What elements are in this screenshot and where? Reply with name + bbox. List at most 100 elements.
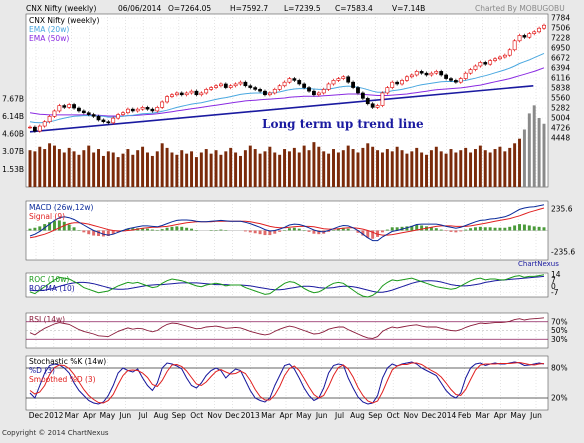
volume-bar xyxy=(215,150,218,187)
candle-body xyxy=(503,55,506,57)
candle-body xyxy=(459,79,462,83)
macd-histogram-bar xyxy=(523,225,526,231)
volume-bar xyxy=(68,148,71,187)
volume-bar xyxy=(543,124,546,187)
volume-bar xyxy=(244,150,247,187)
macd-histogram-bar xyxy=(312,231,315,234)
candle-body xyxy=(82,111,85,113)
price-tick-label: 4448 xyxy=(551,134,570,143)
macd-histogram-bar xyxy=(263,231,266,236)
volume-bar xyxy=(146,153,149,188)
header-credit: Charted By MOBUGOBU xyxy=(475,4,565,13)
macd-histogram-bar xyxy=(38,226,41,230)
candle-body xyxy=(425,73,428,75)
volume-bar xyxy=(371,147,374,187)
volume-bar xyxy=(126,149,129,187)
candle-body xyxy=(268,93,271,95)
x-tick-label: Mar xyxy=(261,411,276,420)
header-open: O=7264.05 xyxy=(168,4,211,13)
volume-bar xyxy=(141,147,144,187)
candle-body xyxy=(508,50,511,55)
candle-body xyxy=(283,82,286,86)
macd-histogram-bar xyxy=(440,230,443,231)
volume-bar xyxy=(391,151,394,187)
volume-bar xyxy=(122,154,125,187)
macd-histogram-bar xyxy=(180,227,183,231)
x-tick-label: Apr xyxy=(494,411,508,420)
macd-histogram-bar xyxy=(533,226,536,230)
candle-body xyxy=(322,89,325,93)
volume-bar xyxy=(77,155,80,187)
volume-bar xyxy=(38,147,41,187)
macd-histogram-bar xyxy=(29,229,32,231)
candle-body xyxy=(498,57,501,59)
volume-bar xyxy=(151,156,154,187)
candle-body xyxy=(538,28,541,32)
candle-body xyxy=(523,35,526,37)
macd-histogram-bar xyxy=(73,227,76,230)
candle-body xyxy=(175,93,178,95)
macd-histogram-bar xyxy=(503,228,506,231)
x-tick-label: Oct xyxy=(387,411,400,420)
x-tick-label: Feb xyxy=(458,411,472,420)
macd-legend: MACD (26w,12w) xyxy=(29,203,94,212)
footer-copyright: Copyright © 2014 ChartNexus xyxy=(2,429,109,437)
volume-bar xyxy=(254,149,257,187)
volume-bar xyxy=(87,146,90,187)
volume-bar xyxy=(259,154,262,187)
candle-body xyxy=(317,93,320,95)
roc-tick-label: -7 xyxy=(551,288,559,297)
volume-bar xyxy=(366,143,369,187)
candle-body xyxy=(244,82,247,86)
volume-bar xyxy=(381,153,384,188)
volume-bar xyxy=(249,146,252,187)
candle-body xyxy=(430,73,433,75)
candle-body xyxy=(303,84,306,88)
candle-body xyxy=(195,91,198,95)
candle-body xyxy=(307,88,310,92)
price-tick-label: 5282 xyxy=(551,104,570,113)
x-tick-label: Jul xyxy=(334,411,344,420)
volume-bar xyxy=(298,153,301,188)
volume-bar xyxy=(523,130,526,188)
macd-histogram-bar xyxy=(87,231,90,235)
price-tick-label: 7228 xyxy=(551,34,570,43)
candle-body xyxy=(474,66,477,70)
candle-body xyxy=(518,35,521,40)
price-tick-label: 4726 xyxy=(551,124,570,133)
volume-bar xyxy=(224,151,227,187)
candle-body xyxy=(190,91,193,93)
stoch-legend-sd: Smoothed %D (3) xyxy=(29,375,96,384)
price-tick-label: 5560 xyxy=(551,94,570,103)
macd-histogram-bar xyxy=(479,227,482,231)
price-tick-label: 7784 xyxy=(551,14,570,23)
macd-histogram-bar xyxy=(484,227,487,230)
price-tick-label: 6672 xyxy=(551,54,570,63)
x-tick-label: Nov xyxy=(207,411,222,420)
rsi-legend: RSI (14w) xyxy=(29,315,65,324)
candle-body xyxy=(68,104,71,107)
volume-tick-label: 4.60B xyxy=(2,130,24,139)
macd-histogram-bar xyxy=(293,228,296,231)
candle-body xyxy=(87,113,90,115)
volume-bar xyxy=(508,148,511,187)
x-tick-label: Dec xyxy=(29,411,44,420)
x-tick-label: Aug xyxy=(350,411,365,420)
volume-bar xyxy=(484,150,487,187)
volume-bar xyxy=(234,153,237,188)
volume-bar xyxy=(425,155,428,187)
price-tick-label: 7506 xyxy=(551,24,570,33)
volume-bar xyxy=(489,153,492,188)
rocma-legend: ROCMA (10) xyxy=(29,284,75,293)
candle-body xyxy=(112,118,115,123)
x-tick-label: Dec xyxy=(422,411,437,420)
candle-body xyxy=(293,79,296,81)
volume-bar xyxy=(239,156,242,187)
candle-body xyxy=(28,127,31,128)
rsi-tick-label: 30% xyxy=(551,335,568,344)
volume-bar xyxy=(528,113,531,187)
candle-body xyxy=(400,80,403,84)
candle-body xyxy=(180,93,183,95)
candle-body xyxy=(381,93,384,106)
volume-bar xyxy=(386,149,389,187)
